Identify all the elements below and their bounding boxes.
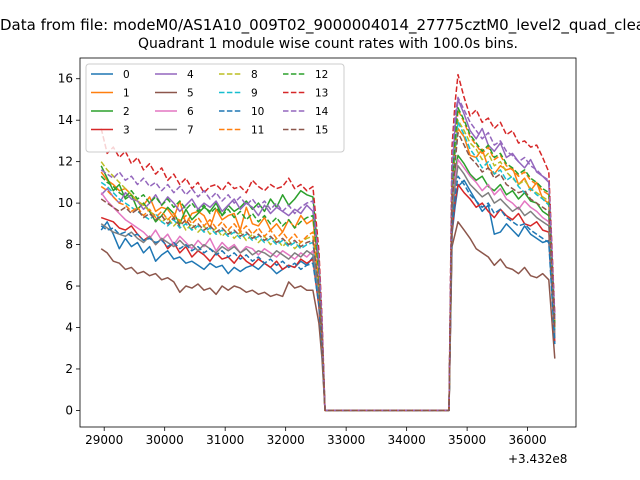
chart-title: Quadrant 1 module wise count rates with …	[138, 36, 518, 52]
legend-label-14: 14	[315, 106, 329, 118]
x-tick-label: 29000	[85, 433, 123, 447]
y-tick-label: 8	[65, 238, 73, 252]
legend-label-9: 9	[251, 88, 258, 100]
legend-label-6: 6	[187, 106, 194, 118]
x-tick-label: 35000	[448, 433, 486, 447]
y-tick-label: 16	[58, 72, 73, 86]
series-line-1	[100, 127, 556, 412]
legend-label-8: 8	[251, 69, 258, 81]
legend-label-10: 10	[251, 106, 264, 118]
y-tick-label: 10	[58, 196, 73, 210]
series-line-13	[100, 73, 556, 412]
series-line-11	[100, 109, 556, 412]
legend-label-4: 4	[187, 69, 194, 81]
x-tick-label: 33000	[327, 433, 365, 447]
series-line-12	[100, 107, 556, 412]
series-line-10	[100, 175, 556, 412]
legend-label-3: 3	[123, 125, 130, 137]
legend-label-0: 0	[123, 69, 130, 81]
figure-suptitle: Data from file: modeM0/AS1A10_009T02_900…	[0, 16, 640, 34]
y-tick-label: 0	[65, 403, 73, 417]
x-tick-label: 32000	[267, 433, 305, 447]
legend-label-1: 1	[123, 88, 130, 100]
series-line-7	[100, 165, 556, 412]
legend-label-7: 7	[187, 125, 194, 137]
series-line-14	[100, 96, 556, 412]
legend-label-12: 12	[315, 69, 328, 81]
series-line-5	[100, 221, 556, 412]
legend-label-11: 11	[251, 125, 264, 137]
x-tick-label: 34000	[388, 433, 426, 447]
y-tick-label: 2	[65, 362, 73, 376]
x-tick-label: 31000	[206, 433, 244, 447]
x-axis-offset-label: +3.432e8	[508, 452, 568, 466]
x-tick-label: 30000	[146, 433, 184, 447]
legend-label-13: 13	[315, 88, 328, 100]
series-line-0	[100, 179, 556, 412]
series-line-15	[100, 131, 556, 412]
legend-label-5: 5	[187, 88, 194, 100]
y-tick-label: 14	[58, 113, 73, 127]
x-tick-label: 36000	[509, 433, 547, 447]
y-tick-label: 12	[58, 155, 73, 169]
legend-box	[85, 63, 345, 153]
plot-frame	[79, 57, 577, 428]
legend-label-2: 2	[123, 106, 130, 118]
y-tick-label: 4	[65, 320, 73, 334]
legend-label-15: 15	[315, 125, 328, 137]
y-tick-label: 6	[65, 279, 73, 293]
series-group	[100, 73, 556, 412]
series-line-6	[100, 158, 556, 412]
